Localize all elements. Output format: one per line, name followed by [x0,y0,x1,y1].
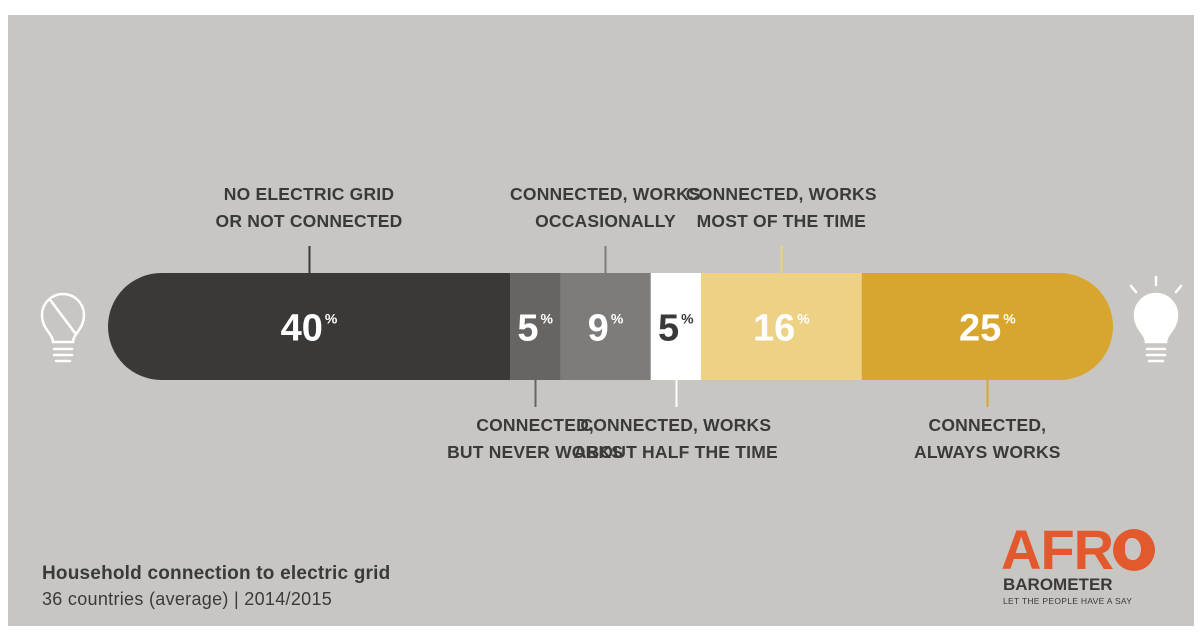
segment-2-value-number: 5 [517,308,538,350]
segment-3-value-number: 9 [588,308,609,350]
lightbulb-off-icon [40,292,86,363]
segment-2-bar [510,273,561,380]
segment-3-value-label: 9% [588,308,624,350]
infographic-canvas: 40% NO ELECTRIC GRID OR NOT CONNECTED 5% CON… [8,15,1194,626]
stacked-bar-chart: 40 % NO ELECTRIC GRID OR NOT CONNECTED 5 % CON… [40,184,1183,462]
segment-5-value-label: 16% [753,308,810,350]
logo-name: BAROMETER [1003,575,1113,594]
segment-4-bar [650,273,702,380]
bar-group: 40 % NO ELECTRIC GRID OR NOT CONNECTED 5 % CON… [108,184,1113,462]
segment-6-value-label: 25% [959,308,1016,350]
lightbulb-on-icon [1129,275,1183,363]
afrobarometer-logo: AFR BAROMETER LET THE PEOPLE HAVE A SAY [1001,522,1181,612]
segment-5-percent-sign: % [797,311,810,327]
segment-6-bar [861,273,1113,380]
segment-4-percent-sign: % [681,311,694,327]
segment-3-bar [560,273,652,380]
segment-1-value-number: 40 [281,308,323,350]
logo-tagline: LET THE PEOPLE HAVE A SAY [1003,596,1133,606]
logo-wordmark: AFR [1001,522,1156,578]
segment-6-percent-sign: % [1003,311,1016,327]
segment-4-category-label-line: ABOUT HALF THE TIME [574,442,778,462]
segment-3-percent-sign: % [611,311,624,327]
segment-1-category-label-line: OR NOT CONNECTED [216,211,403,231]
segment-4-value-number: 5 [658,308,679,350]
segment-2-percent-sign: % [540,311,553,327]
bar-segments [108,273,1113,380]
segment-1-category-label-line: NO ELECTRIC GRID [224,184,394,204]
segment-3-category-label-line: OCCASIONALLY [535,211,676,231]
segment-5-category-label-line: CONNECTED, WORKS [686,184,877,204]
segment-1-value-label: 40% [281,308,338,350]
chart-subtitle: 36 countries (average) | 2014/2015 [42,589,333,609]
segment-5-value-number: 16 [753,308,795,350]
chart-title: Household connection to electric grid [42,563,391,584]
segment-1-percent-sign: % [325,311,338,327]
segment-4-value-label: 5% [658,308,694,350]
segment-6-category-label-line: CONNECTED, [929,415,1047,435]
segment-5-category-label-line: MOST OF THE TIME [697,211,866,231]
segment-2-category-label-line: BUT NEVER WORKS [447,442,623,462]
segment-3-category-label-line: CONNECTED, WORKS [510,184,701,204]
segment-2-category-label-line: CONNECTED, [476,415,594,435]
segment-4-category-label-line: CONNECTED, WORKS [580,415,771,435]
segment-6-category-label-line: ALWAYS WORKS [914,442,1061,462]
segment-6-value-number: 25 [959,308,1001,350]
segment-1-bar [108,273,511,380]
chart-caption: Household connection to electric grid 36… [42,563,390,610]
segment-5-bar [700,273,863,380]
segment-2-value-label: 5% [517,308,553,350]
